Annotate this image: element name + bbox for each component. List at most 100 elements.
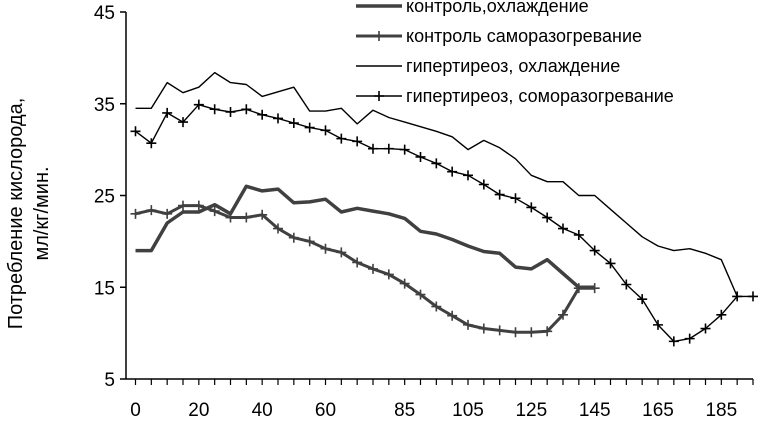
legend-label: контроль,охлаждение (406, 0, 589, 16)
data-point-marker (336, 133, 347, 144)
series-line (135, 103, 753, 343)
data-point-marker (399, 144, 410, 155)
data-point-marker (589, 245, 600, 256)
data-point-marker (257, 209, 268, 220)
data-point-marker (320, 243, 331, 254)
x-tick-label: 85 (394, 400, 415, 421)
y-tick-label: 15 (94, 278, 115, 299)
data-point-marker (209, 104, 220, 115)
legend-label: гипертиреоз, охлаждение (406, 56, 620, 76)
data-point-marker (494, 189, 505, 200)
data-point-marker (146, 205, 157, 216)
data-point-marker (130, 126, 141, 137)
data-point-marker (431, 158, 442, 169)
series-2 (130, 200, 600, 338)
data-point-marker (558, 223, 568, 234)
data-point-marker (510, 327, 521, 338)
data-point-marker (257, 109, 268, 120)
legend-item: контроль,охлаждение (356, 0, 589, 16)
data-point-marker (288, 232, 299, 243)
data-point-marker (225, 212, 236, 223)
data-point-marker (178, 200, 188, 211)
legend-label: гипертиреоз, соморазогревание (406, 86, 674, 106)
data-point-marker (162, 208, 173, 219)
series-line (135, 184, 595, 290)
data-point-marker (209, 206, 220, 217)
legend-item: гипертиреоз, охлаждение (356, 56, 620, 76)
data-point-marker (304, 122, 315, 133)
data-point-marker (605, 258, 616, 269)
data-point-marker (621, 279, 632, 290)
data-point-marker (225, 107, 236, 118)
data-point-marker (352, 257, 363, 268)
series-layer (130, 71, 758, 347)
data-point-marker (478, 179, 489, 190)
data-point-marker (494, 325, 505, 336)
data-point-marker (273, 223, 283, 234)
legend-item: гипертиреоз, соморазогревание (356, 86, 674, 106)
data-point-marker (573, 229, 584, 240)
data-point-marker (304, 236, 315, 247)
data-point-marker (415, 289, 426, 300)
data-point-marker (526, 327, 537, 338)
legend-label: контроль саморазогревание (406, 26, 642, 46)
data-point-marker (162, 107, 173, 118)
data-point-marker (716, 309, 727, 320)
data-point-marker (193, 99, 204, 110)
data-point-marker (146, 138, 157, 149)
y-axis-title-line: Потребление кислорода, (5, 98, 27, 330)
data-point-marker (463, 170, 473, 181)
data-point-marker (383, 143, 394, 154)
x-tick-label: 145 (579, 400, 611, 421)
x-tick-label: 40 (252, 400, 273, 421)
data-point-marker (241, 104, 252, 115)
data-point-marker (383, 269, 394, 280)
data-point-marker (589, 283, 600, 294)
x-tick-label: 0 (130, 400, 141, 421)
legend-marker (374, 31, 384, 41)
y-tick-label: 25 (94, 187, 115, 208)
data-point-marker (241, 212, 252, 223)
series-1 (135, 184, 595, 290)
legend-marker (374, 91, 384, 101)
y-axis-title-line: мл/кг/мин. (31, 166, 53, 260)
series-line (135, 71, 738, 297)
data-point-marker (368, 263, 378, 274)
y-tick-label: 5 (104, 370, 115, 391)
data-point-marker (510, 193, 521, 204)
data-point-marker (732, 291, 743, 302)
data-point-marker (573, 283, 584, 294)
data-point-marker (273, 113, 283, 124)
data-point-marker (368, 143, 378, 154)
data-point-marker (178, 117, 188, 128)
x-tick-label: 105 (452, 400, 484, 421)
x-tick-label: 60 (315, 400, 336, 421)
data-point-marker (288, 118, 299, 129)
data-point-marker (193, 200, 204, 211)
x-axis-ticks: 0 20 40 60 85 105 125 145 165 185 (130, 379, 754, 421)
data-point-marker (542, 212, 553, 223)
data-point-marker (748, 291, 758, 302)
data-point-marker (130, 208, 141, 219)
x-tick-label: 185 (705, 400, 737, 421)
x-tick-label: 20 (188, 400, 209, 421)
data-point-marker (478, 323, 489, 334)
data-point-marker (700, 323, 711, 334)
series-4 (130, 99, 758, 347)
data-point-marker (653, 319, 663, 330)
data-point-marker (431, 301, 442, 312)
data-point-marker (542, 326, 553, 337)
data-point-marker (320, 125, 331, 136)
legend-item: контроль саморазогревание (356, 26, 642, 46)
data-point-marker (526, 202, 537, 213)
y-tick-label: 35 (94, 95, 115, 116)
data-point-marker (668, 336, 679, 347)
y-axis-title: Потребление кислорода, мл/кг/мин. (5, 98, 53, 330)
x-tick-label: 125 (515, 400, 547, 421)
data-point-marker (415, 151, 426, 162)
y-tick-label: 45 (94, 3, 115, 24)
data-point-marker (399, 278, 410, 289)
data-point-marker (558, 309, 568, 320)
data-point-marker (447, 166, 458, 177)
